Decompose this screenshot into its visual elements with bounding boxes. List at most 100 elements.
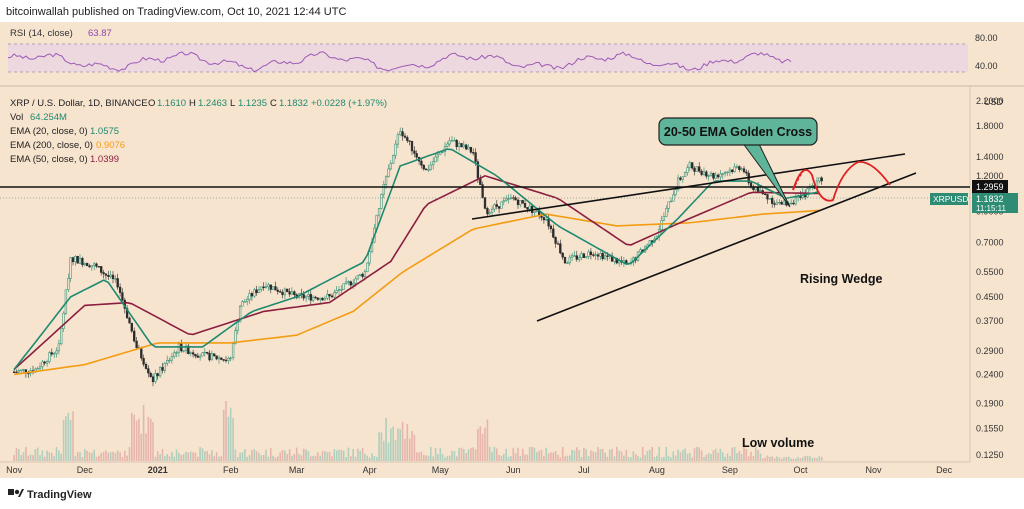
volume-bar <box>354 456 357 461</box>
volume-bar <box>500 455 503 461</box>
volume-bar <box>646 451 649 461</box>
candle-body <box>500 201 503 209</box>
volume-bar <box>258 452 260 461</box>
candle-body <box>465 144 468 150</box>
volume-bar <box>703 457 705 461</box>
ema200-value: 0.9076 <box>96 140 125 151</box>
candle-body <box>533 211 536 213</box>
volume-bar <box>691 457 693 461</box>
time-tick-label: Dec <box>936 465 953 475</box>
volume-bar <box>131 412 133 461</box>
candle-body <box>820 177 823 182</box>
candle-body <box>691 162 694 169</box>
volume-bar <box>750 451 752 461</box>
tradingview-brand[interactable]: TradingView <box>27 489 92 501</box>
candle-body <box>107 275 110 277</box>
volume-bar <box>58 450 60 461</box>
candle-body <box>342 283 345 290</box>
candle-body <box>319 297 322 300</box>
volume-bar <box>310 456 312 461</box>
volume-bar <box>766 455 769 461</box>
candle-body <box>135 340 138 348</box>
candle-body <box>410 140 414 152</box>
volume-bar <box>25 447 27 461</box>
volume-bar <box>133 414 135 461</box>
symbol-line: XRP / U.S. Dollar, 1D, BINANCE <box>10 98 148 109</box>
volume-bar <box>76 451 79 461</box>
volume-bar <box>239 452 241 461</box>
candle-body <box>507 198 510 200</box>
time-tick-label: 2021 <box>148 465 168 475</box>
volume-bar <box>314 455 317 461</box>
volume-bar <box>679 452 682 461</box>
volume-bar <box>265 449 267 461</box>
volume-bar <box>135 420 138 461</box>
volume-bar <box>698 447 700 461</box>
ohlc-change: +0.0228 (+1.97%) <box>311 98 387 109</box>
candle-body <box>792 202 795 205</box>
rsi-level-40: 40.00 <box>975 61 998 71</box>
volume-bar <box>536 452 538 461</box>
ema50-line <box>13 174 820 370</box>
candle-body <box>740 168 743 170</box>
volume-bar <box>783 457 785 461</box>
volume-bar <box>91 452 93 461</box>
ohlc-l-label: L <box>230 98 235 109</box>
volume-bar <box>43 456 46 461</box>
volume-bar <box>178 452 180 461</box>
volume-bar <box>237 457 239 461</box>
candle-body <box>116 278 119 288</box>
candle-body <box>469 146 473 153</box>
candle-body <box>323 297 327 301</box>
candle-body <box>290 291 294 295</box>
candle-body <box>81 257 84 266</box>
volume-bar <box>173 456 175 461</box>
candle-body <box>693 167 696 172</box>
tradingview-logo-icon[interactable] <box>8 489 24 497</box>
volume-bar <box>632 451 635 461</box>
volume-bar <box>262 455 265 461</box>
volume-bar <box>62 419 65 461</box>
candle-body <box>41 361 44 368</box>
price-tick-label: 2.2000 <box>976 96 1004 106</box>
candle-body <box>175 352 178 354</box>
price-tick-label: 0.1250 <box>976 450 1004 460</box>
volume-bar <box>620 451 623 461</box>
volume-bar <box>340 449 343 461</box>
volume-bar <box>187 452 190 461</box>
candle-body <box>436 153 440 158</box>
volume-bar <box>20 455 22 461</box>
candle-body <box>669 200 673 203</box>
candle-body <box>206 351 209 354</box>
volume-bar <box>528 447 531 461</box>
time-tick-label: Aug <box>649 465 665 475</box>
volume-bar <box>373 456 376 461</box>
volume-bar <box>281 450 284 461</box>
volume-bar <box>771 456 773 461</box>
volume-bar <box>248 455 251 461</box>
candle-body <box>429 164 432 170</box>
candle-body <box>184 345 188 351</box>
volume-bar <box>159 454 161 461</box>
ema50-label: EMA (50, close, 0) <box>10 154 88 165</box>
volume-bar <box>778 457 781 461</box>
price-tick-label: 0.1900 <box>976 398 1004 408</box>
ema20-line <box>13 148 820 370</box>
candle-body <box>526 207 529 210</box>
candle-body <box>307 294 310 297</box>
candle-body <box>196 355 199 358</box>
candle-body <box>502 200 505 203</box>
candle-body <box>446 143 449 147</box>
volume-bar <box>394 439 397 461</box>
volume-bar <box>152 422 154 461</box>
candle-body <box>702 171 706 175</box>
time-tick-label: Oct <box>793 465 808 475</box>
candle-body <box>420 160 423 166</box>
candle-body <box>745 171 748 174</box>
candle-body <box>170 356 174 361</box>
symbol-tag-text: XRPUSD <box>933 194 968 204</box>
volume-bar <box>531 446 533 461</box>
volume-bar <box>576 447 578 461</box>
volume-bar <box>477 428 479 461</box>
candle-body <box>288 291 291 295</box>
